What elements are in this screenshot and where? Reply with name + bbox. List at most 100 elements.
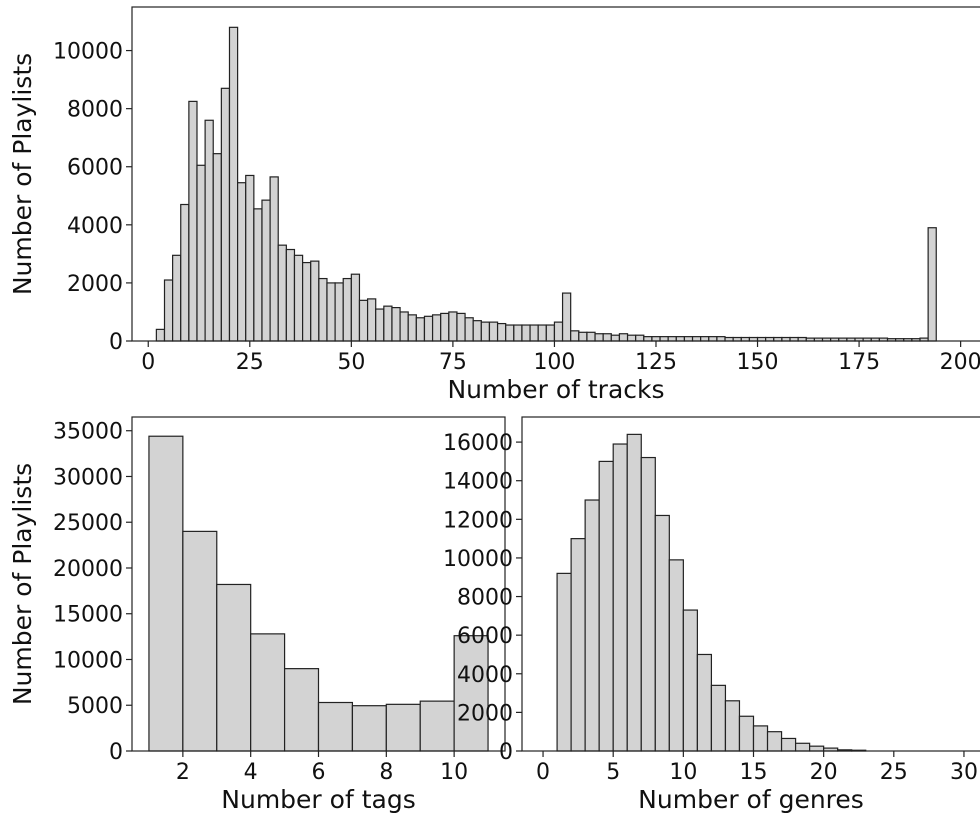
tracks-bar-57 (618, 333, 629, 342)
tracks-bar-19 (310, 260, 320, 342)
tracks-bar-8 (220, 87, 231, 342)
tracks-bar-38 (464, 317, 474, 342)
genres-y-tick-label-6: 12000 (443, 508, 513, 533)
genres-y-tick-label-1: 2000 (457, 701, 513, 726)
tracks-bar-13 (261, 199, 271, 342)
genres-x-tick-label-6: 30 (950, 760, 978, 785)
genres-bar-18 (809, 745, 825, 752)
genres-y-tick-label-7: 14000 (443, 470, 513, 495)
genres-bar-10 (696, 653, 713, 752)
tags-y-tick-label-4: 20000 (53, 557, 123, 582)
tags-y-tick-label-5: 25000 (53, 511, 123, 536)
tracks-bar-9 (228, 26, 239, 342)
tracks-bar-10 (237, 182, 247, 342)
genres-bar-4 (612, 443, 628, 752)
tracks-bar-5 (196, 164, 206, 342)
tags-bars (148, 435, 489, 752)
genres-x-tick-label-0: 0 (536, 760, 550, 785)
tags-bar-4 (283, 668, 320, 752)
tags-y-axis-label: Number of Playlists (8, 463, 37, 705)
tracks-bar-51 (570, 330, 580, 342)
tracks-bar-3 (180, 203, 190, 342)
genres-bar-7 (654, 514, 670, 752)
tracks-bar-66 (691, 336, 702, 342)
tracks-bar-55 (602, 333, 612, 342)
tracks-y-tick-label-1: 2000 (67, 272, 123, 297)
genres-bar-8 (668, 559, 684, 752)
tags-bar-2 (216, 583, 252, 752)
genres-x-tick-label-3: 15 (740, 760, 768, 785)
tags-x-tick-label-2: 6 (312, 760, 326, 785)
tags-bar-0 (148, 435, 184, 752)
tracks-bar-63 (667, 336, 677, 342)
tracks-y-tick-label-5: 10000 (53, 40, 123, 65)
tracks-bar-37 (456, 312, 466, 342)
tracks-bar-6 (204, 119, 214, 342)
tracks-x-axis-label: Number of tracks (447, 375, 664, 404)
genres-bar-9 (682, 609, 698, 752)
tracks-y-tick-label-0: 0 (109, 330, 123, 355)
tracks-bar-59 (635, 334, 645, 342)
tracks-bar-47 (537, 324, 547, 342)
tracks-bar-62 (659, 336, 669, 342)
tracks-x-tick-label-4: 100 (533, 350, 575, 375)
tags-bar-1 (182, 530, 218, 752)
tracks-bar-31 (407, 314, 417, 342)
tracks-bar-48 (545, 324, 556, 342)
tracks-ticks: 0 25 50 75 100 125 150 175 200020004000600080001… (53, 40, 980, 375)
tracks-bar-0 (155, 328, 166, 342)
tracks-bar-39 (472, 320, 482, 342)
tracks-x-tick-label-5: 125 (635, 350, 677, 375)
genres-y-tick-label-2: 4000 (457, 663, 513, 688)
tracks-y-tick-label-2: 4000 (67, 214, 123, 239)
tracks-bar-32 (415, 317, 426, 342)
tracks-bar-67 (700, 336, 710, 342)
genres-x-axis-label: Number of genres (638, 785, 864, 814)
tags-y-tick-label-2: 10000 (53, 648, 123, 673)
tracks-bar-29 (391, 307, 401, 342)
tracks-bar-30 (399, 311, 409, 342)
genres-bar-5 (626, 433, 642, 752)
tracks-bar-68 (708, 336, 718, 342)
tracks-bar-58 (626, 334, 637, 342)
tracks-bar-11 (245, 174, 255, 342)
genres-y-tick-label-4: 8000 (457, 586, 513, 611)
tracks-bar-22 (334, 282, 344, 342)
tracks-y-tick-label-3: 6000 (67, 156, 123, 181)
tracks-bar-21 (326, 282, 336, 342)
tracks-bar-16 (285, 248, 296, 342)
tracks-x-tick-label-7: 175 (838, 350, 880, 375)
tracks-bar-4 (188, 100, 198, 342)
genres-bar-16 (780, 737, 797, 752)
genres-ticks: 0 5 10 15 20 25 30 0 2000 4000 6000 8000 10000 12000 1… (443, 431, 978, 785)
chart-tags: 2 4 6 8 10 0 5000 10000 15000 20000 25000 30000 3500… (8, 416, 506, 814)
tracks-bar-40 (480, 321, 491, 342)
genres-bar-14 (752, 725, 769, 752)
tracks-bar-1 (163, 279, 174, 342)
tracks-bars (155, 26, 937, 342)
tracks-x-tick-label-8: 200 (940, 350, 980, 375)
tracks-bar-23 (342, 277, 352, 342)
tracks-bar-26 (366, 298, 377, 342)
tracks-x-tick-label-2: 50 (337, 350, 365, 375)
tracks-x-tick-label-0: 0 (141, 350, 155, 375)
tracks-bar-18 (302, 261, 312, 342)
tracks-bar-20 (318, 277, 328, 342)
tracks-bar-64 (675, 336, 686, 342)
tracks-y-axis-label: Number of Playlists (8, 53, 37, 295)
tracks-bar-33 (423, 315, 434, 342)
genres-bar-12 (724, 700, 741, 752)
genres-bar-13 (738, 715, 755, 752)
tags-y-tick-label-1: 5000 (67, 694, 123, 719)
genres-bar-3 (598, 460, 614, 752)
tracks-bar-50 (561, 292, 572, 342)
tracks-bar-27 (375, 308, 385, 342)
chart-tracks: 0 25 50 75 100 125 150 175 200020004000600080001… (8, 6, 980, 404)
genres-bar-15 (766, 731, 783, 752)
tracks-x-tick-label-6: 150 (737, 350, 779, 375)
tracks-bar-60 (643, 336, 653, 342)
genres-y-tick-label-3: 6000 (457, 624, 513, 649)
tags-bar-8 (419, 700, 455, 752)
tracks-bar-24 (350, 273, 361, 342)
